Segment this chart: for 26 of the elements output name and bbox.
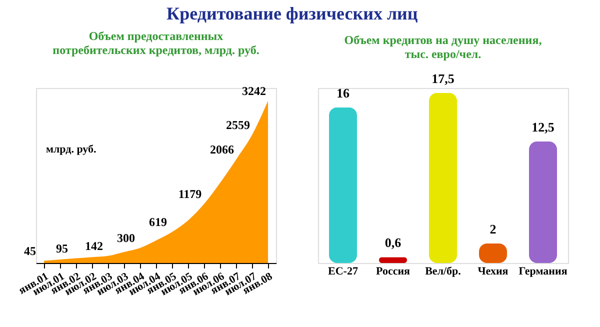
data-label: 12,5: [532, 119, 555, 134]
data-label: 2: [490, 222, 496, 237]
x-tick-label: Германия: [518, 266, 568, 278]
x-tick-label: ЕС-27: [328, 266, 358, 278]
annotation: млрд. руб.: [46, 143, 97, 156]
data-label: 619: [149, 215, 167, 230]
bar: [329, 107, 357, 263]
bar: [529, 141, 557, 263]
data-label: 300: [117, 231, 135, 245]
data-label: 1179: [178, 187, 202, 202]
bar: [429, 92, 457, 263]
data-label: 95: [56, 241, 68, 256]
x-tick-label: Россия: [376, 266, 410, 278]
data-label: 2066: [210, 142, 234, 157]
data-label: 0,6: [384, 235, 402, 250]
data-label: 17,5: [432, 70, 455, 86]
x-tick-label: Вел/бр.: [425, 266, 462, 278]
chart-subtitle: Объем кредитов на душу населения, тыс. евро/чел.: [344, 32, 542, 61]
data-label: 142: [85, 238, 103, 253]
data-label: 2559: [226, 118, 250, 132]
data-label: 16: [336, 85, 350, 100]
data-label: 3242: [242, 84, 266, 98]
chart-subtitle: Объем предоставленных потребительских кредитов, млрд. руб.: [52, 28, 260, 57]
chart-title: Кредитование физических лиц: [166, 3, 418, 24]
data-label: 45: [24, 244, 36, 258]
x-tick-label: Чехия: [478, 266, 508, 278]
